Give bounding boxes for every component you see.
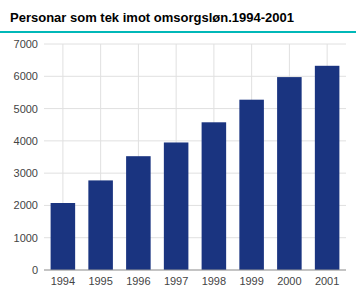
accent-line	[0, 31, 356, 33]
y-tick-label: 4000	[14, 135, 38, 147]
grid	[44, 44, 346, 270]
bar	[315, 66, 340, 270]
x-tick-label: 2000	[277, 275, 301, 287]
bar	[51, 203, 76, 270]
x-tick-label: 1995	[88, 275, 112, 287]
bar	[239, 100, 264, 270]
x-axis-line	[44, 270, 346, 271]
axes: 0 1000 2000 3000 4000 5000 6000 7000 1994 1995 199…	[14, 38, 340, 287]
chart: Personar som tek imot omsorgsløn.1994-20…	[0, 0, 356, 294]
bar	[202, 122, 227, 270]
y-tick-label: 6000	[14, 70, 38, 82]
y-grid-line	[44, 76, 346, 77]
x-tick-label: 2001	[315, 275, 339, 287]
bar	[126, 156, 151, 270]
bar	[88, 180, 113, 270]
y-tick-label: 7000	[14, 38, 38, 50]
bar	[277, 77, 302, 270]
y-grid-line	[44, 44, 346, 45]
bars	[51, 66, 340, 270]
y-tick-label: 0	[32, 264, 38, 276]
x-tick-label: 1996	[126, 275, 150, 287]
y-tick-label: 2000	[14, 199, 38, 211]
title: Personar som tek imot omsorgsløn.1994-20…	[10, 10, 294, 25]
x-tick-label: 1998	[202, 275, 226, 287]
y-tick-label: 5000	[14, 103, 38, 115]
chart-container: Personar som tek imot omsorgsløn.1994-20…	[0, 0, 356, 294]
x-tick-label: 1994	[51, 275, 75, 287]
x-tick-label: 1997	[164, 275, 188, 287]
y-grid-line	[44, 270, 346, 271]
bar	[164, 142, 189, 270]
y-tick-label: 1000	[14, 232, 38, 244]
y-tick-label: 3000	[14, 167, 38, 179]
x-tick-label: 1999	[239, 275, 263, 287]
